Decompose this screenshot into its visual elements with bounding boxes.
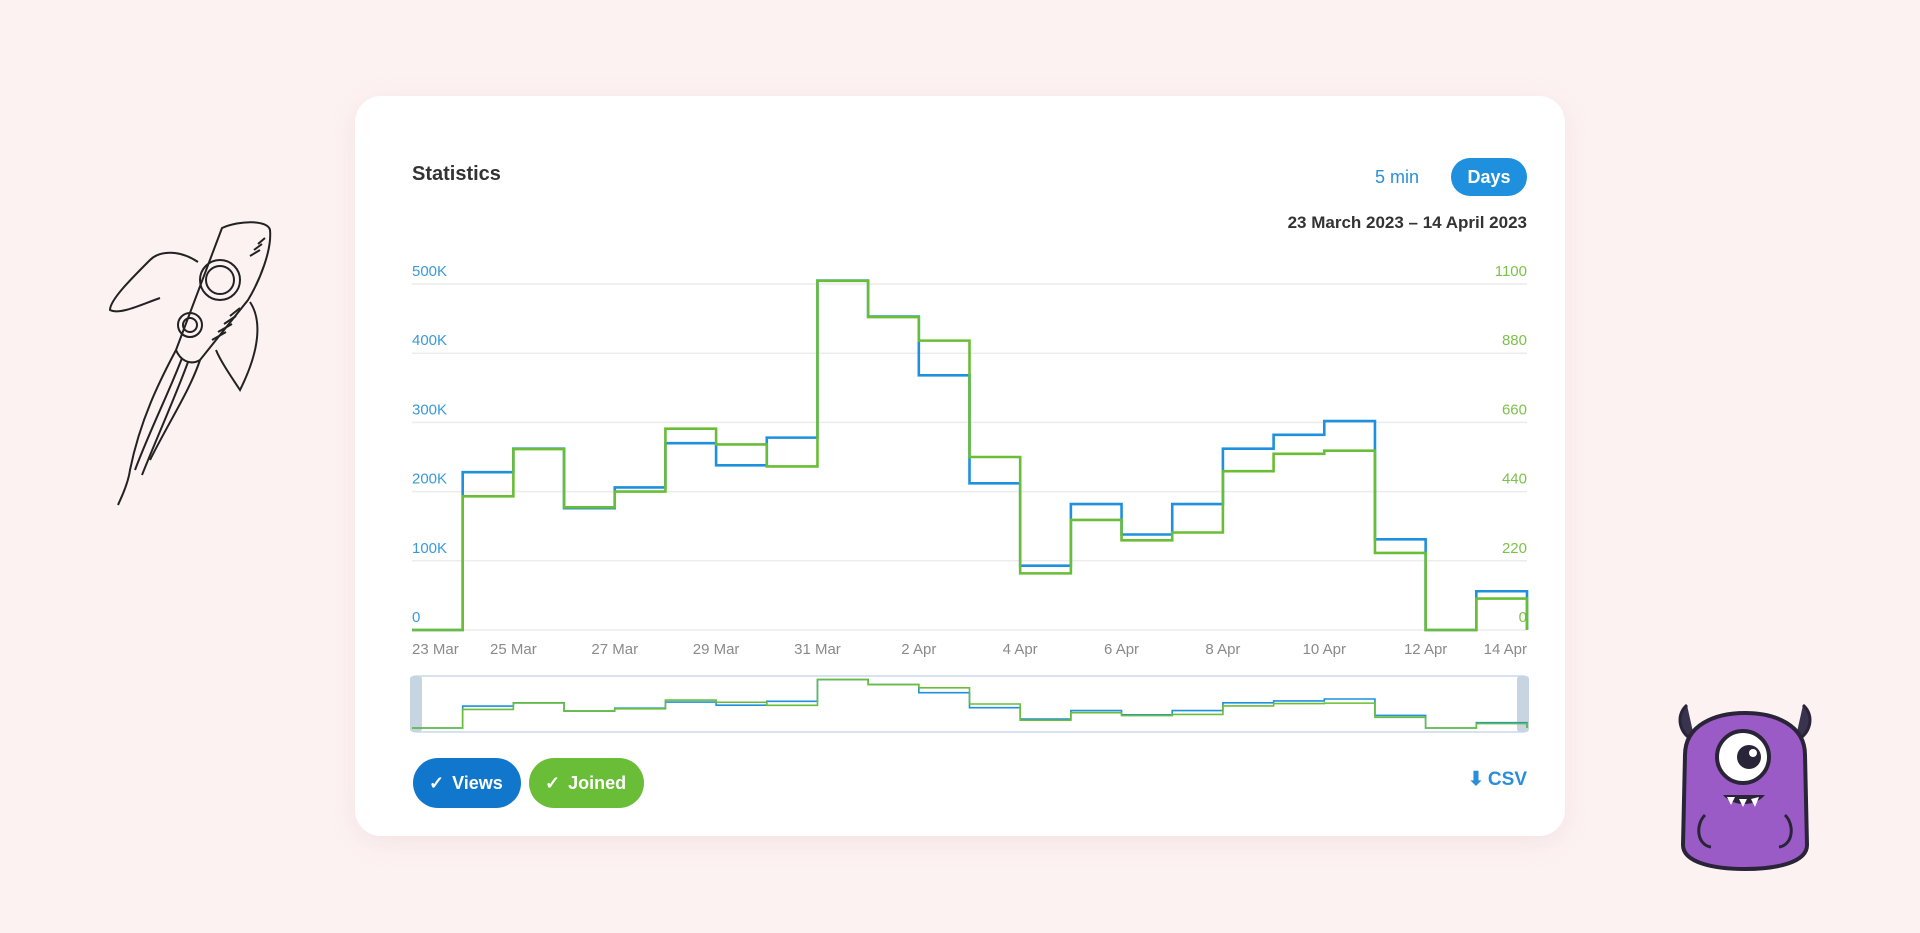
legend-toggle-views[interactable]: ✓ Views <box>413 758 521 808</box>
legend-toggle-joined[interactable]: ✓ Joined <box>529 758 645 808</box>
y-right-tick-label: 660 <box>1502 401 1527 418</box>
y-left-tick-label: 100K <box>412 540 447 557</box>
y-left-tick-label: 200K <box>412 471 447 488</box>
navigator-handle-left <box>410 676 422 732</box>
download-icon: ⬇ <box>1468 769 1484 790</box>
y-left-tick-label: 500K <box>412 263 447 280</box>
y-right-tick-label: 0 <box>1519 609 1527 626</box>
date-range: 23 March 2023 – 14 April 2023 <box>1287 213 1527 232</box>
x-tick-label: 23 Mar <box>412 641 459 658</box>
y-right-tick-label: 440 <box>1502 471 1527 488</box>
monster-mascot <box>1678 703 1812 872</box>
x-tick-label: 10 Apr <box>1303 641 1346 658</box>
csv-download-button[interactable]: ⬇ CSV <box>1468 768 1527 791</box>
x-tick-label: 25 Mar <box>490 641 537 658</box>
y-left-tick-label: 400K <box>412 332 447 349</box>
x-tick-label: 6 Apr <box>1104 641 1139 658</box>
x-tick-label: 27 Mar <box>591 641 638 658</box>
x-tick-label: 12 Apr <box>1404 641 1447 658</box>
legend-joined-label: Joined <box>568 773 627 793</box>
csv-label: CSV <box>1487 769 1527 790</box>
x-tick-label: 14 Apr <box>1484 641 1527 658</box>
check-icon: ✓ <box>545 773 561 793</box>
y-left-tick-label: 300K <box>412 401 447 418</box>
x-tick-label: 8 Apr <box>1205 641 1240 658</box>
check-icon: ✓ <box>429 773 445 793</box>
y-left-tick-label: 0 <box>412 609 420 626</box>
rocket-illustration <box>108 221 272 506</box>
x-tick-label: 29 Mar <box>693 641 740 658</box>
card-title: Statistics <box>412 163 501 185</box>
x-tick-label: 2 Apr <box>901 641 936 658</box>
tab-days[interactable]: Days <box>1451 158 1527 196</box>
y-right-tick-label: 220 <box>1502 540 1527 557</box>
x-tick-label: 31 Mar <box>794 641 841 658</box>
legend-views-label: Views <box>452 773 503 793</box>
statistics-chart: 0 100K 200K 300K 400K 500K 0 220 440 660 880 1100 23… <box>410 263 1529 733</box>
navigator-series-joined <box>412 678 1528 729</box>
series-line-joined <box>412 279 1529 632</box>
y-right-tick-label: 1100 <box>1495 263 1527 280</box>
tab-5min[interactable]: 5 min <box>1375 167 1420 187</box>
x-tick-label: 4 Apr <box>1003 641 1038 658</box>
statistics-card: Statistics 5 min Days 23 March 2023 – 14… <box>355 96 1565 836</box>
navigator-handle-right <box>1517 676 1529 732</box>
y-right-tick-label: 880 <box>1502 332 1527 349</box>
